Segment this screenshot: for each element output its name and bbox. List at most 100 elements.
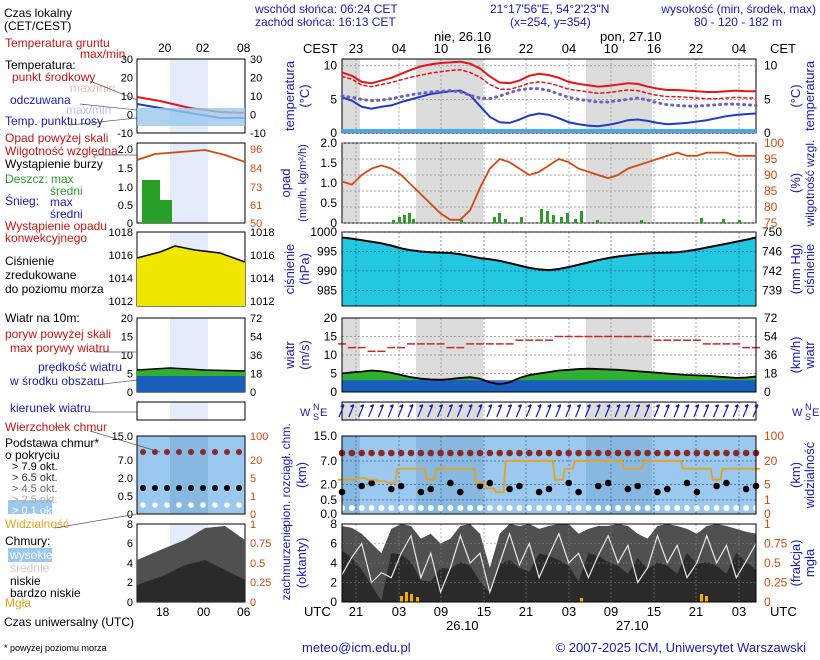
rain-bar <box>498 213 501 223</box>
press-ytick-right: 742 <box>762 264 782 278</box>
legend-cloud-base-2: o pokryciu <box>5 448 60 462</box>
cloud-ytick-right: 5 <box>764 477 771 491</box>
precip-right-unit: (%) <box>788 173 803 193</box>
legend-base-dot <box>140 485 146 491</box>
cloud-right-unit: (km) <box>788 462 803 488</box>
day-label-bottom-1: 26.10 <box>446 618 479 633</box>
top-hour-label: 04 <box>732 41 746 56</box>
wind-dir-head <box>576 404 581 408</box>
bottom-hour-labels: 21 03 09 15 21 03 09 15 21 03 <box>349 604 746 619</box>
legend-base-dot <box>152 485 158 491</box>
cov-ytick: 6 <box>330 537 337 551</box>
wind-dir-head <box>714 404 719 408</box>
cloud-base-dot <box>654 488 661 496</box>
legend-precip-ytick: 1.5 <box>118 163 133 175</box>
dir-left-label: W <box>300 407 311 419</box>
cloud-low-dot <box>674 505 681 511</box>
cloud-low-dot <box>713 505 720 511</box>
temp-series-2 <box>341 89 757 128</box>
fog-bar <box>705 596 708 602</box>
cloud-base-dot <box>545 485 553 493</box>
wind-dir-head <box>685 404 689 408</box>
legend-cl-low: niskie <box>10 574 41 588</box>
cloud-low-dot <box>565 505 572 511</box>
legend-visibility: Widzialność <box>5 517 69 531</box>
legend-humidity: Wilgotność względna <box>5 144 118 158</box>
cloud-night-band <box>342 436 360 514</box>
top-hour-label: 16 <box>647 41 661 56</box>
legend-okt-label: > 0.1 okt. <box>12 505 58 517</box>
legend-leader-line <box>69 117 138 126</box>
cloud-low-dot <box>486 505 493 511</box>
day-label-bottom-2: 27.10 <box>616 618 649 633</box>
temp-ytick: 5 <box>330 92 337 106</box>
wind-ytick-right: 54 <box>764 330 778 344</box>
legend-fog-ytick: 1 <box>250 519 256 531</box>
precip-ytick-right: 80 <box>764 200 778 214</box>
sunset-text: zachód słońca: 16:13 CET <box>255 15 396 29</box>
contact-email[interactable]: meteo@icm.edu.pl <box>302 640 411 655</box>
cov-ytick-right: 0.5 <box>764 556 781 570</box>
rain-bar <box>640 220 643 223</box>
legend-base-dot <box>212 485 218 491</box>
wind-dir-head <box>527 404 532 408</box>
cloud-low-dot <box>644 505 651 511</box>
cb-top-dot <box>545 449 553 457</box>
precip-night-band <box>416 143 483 223</box>
wind-dir-head <box>616 404 620 408</box>
temp-ytick-right: 10 <box>764 59 778 73</box>
cov-ytick-right: 0 <box>764 595 771 609</box>
cov-ytick: 8 <box>330 517 337 531</box>
legend-press-ytick-right: 1016 <box>250 250 274 262</box>
rain-bar <box>566 213 569 223</box>
legend-ytick: 15 <box>121 332 133 344</box>
legend-mini-night <box>170 143 208 223</box>
legend-ytick: 0 <box>127 387 133 399</box>
legend-ytick: 5 <box>127 369 133 381</box>
wind-dir-head <box>724 404 729 408</box>
cloud-low-dot <box>477 505 483 511</box>
legend-vis-ytick: 20 <box>250 455 262 467</box>
cloud-base-dot <box>742 485 750 493</box>
cloud-low-dot <box>654 505 661 511</box>
wind-dir-head <box>655 404 660 408</box>
wind-dir-head <box>734 404 739 408</box>
cb-top-dot <box>673 449 681 457</box>
cloud-low-dot <box>723 505 730 511</box>
rain-bar <box>700 218 703 223</box>
rain-bar <box>392 220 395 223</box>
legend-vis-ytick: 100 <box>250 431 268 443</box>
cov-ytick: 4 <box>330 556 337 570</box>
legend-convective-2: konwekcyjnego <box>5 231 87 245</box>
cloud-base-dot <box>427 485 435 493</box>
wind-dir-head <box>586 404 591 408</box>
legend-wind-title: Wiatr na 10m: <box>5 311 80 325</box>
legend-wind-line <box>136 367 246 372</box>
legend-time-zone-sub: (CET/CEST) <box>4 19 71 33</box>
cb-top-dot <box>713 449 720 457</box>
bottom-hour-label: 21 <box>349 604 363 619</box>
cb-top-dot <box>466 449 474 457</box>
legend-mini-frame <box>136 58 246 134</box>
temp-ytick: 0 <box>330 126 337 140</box>
fog-bar <box>700 594 703 602</box>
legend-rain-mid: średni <box>50 184 83 198</box>
legend-base-dot <box>224 485 230 491</box>
fog-bar <box>400 596 403 602</box>
cb-top-dot <box>397 449 405 457</box>
fog-bar <box>410 594 413 602</box>
legend-press-ytick: 1014 <box>109 273 133 285</box>
cb-top-dot <box>348 449 356 457</box>
cb-top-dot <box>723 449 730 457</box>
cloud-low-dot <box>605 505 612 511</box>
legend-cb-dot <box>140 449 146 455</box>
cloud-base-dot <box>713 482 720 490</box>
rain-bar <box>722 219 725 223</box>
wind-dir-head <box>645 404 650 408</box>
wind-dir-head <box>458 404 463 408</box>
dir-right-e: E <box>812 407 819 419</box>
legend-leader-line <box>89 80 138 101</box>
precip-ytick-right: 75 <box>764 216 778 230</box>
cloud-low-dot <box>693 505 700 511</box>
cloud-low-dot <box>703 505 710 511</box>
